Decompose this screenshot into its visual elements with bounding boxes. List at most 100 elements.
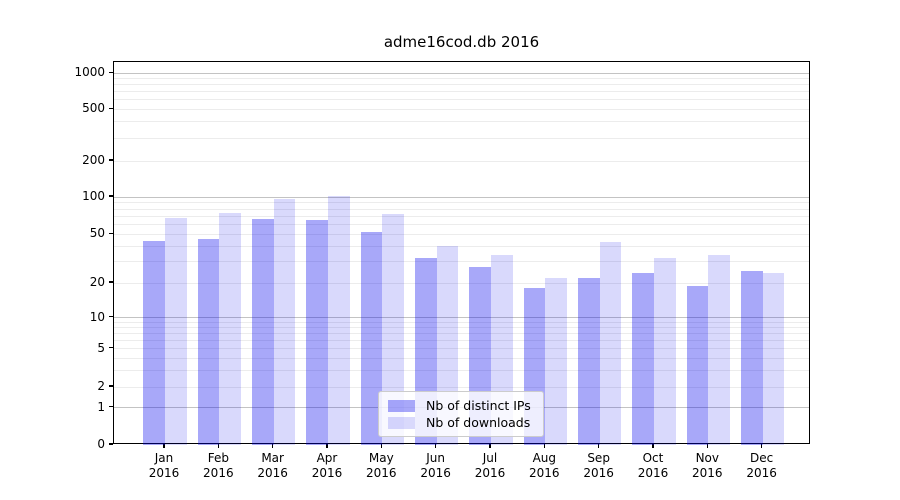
y-tick-mark bbox=[108, 71, 113, 73]
x-tick-label: Apr 2016 bbox=[299, 451, 355, 481]
gridline-minor bbox=[114, 91, 809, 93]
x-tick-year: 2016 bbox=[366, 466, 397, 480]
x-tick-label: May 2016 bbox=[353, 451, 409, 481]
bar-downloads bbox=[382, 213, 404, 445]
x-tick-mark bbox=[435, 444, 437, 448]
x-tick-label: Jan 2016 bbox=[136, 451, 192, 481]
x-tick-year: 2016 bbox=[420, 466, 451, 480]
chart-title: adme16cod.db 2016 bbox=[383, 33, 540, 51]
bar-downloads bbox=[165, 217, 187, 445]
y-tick-label: 0 bbox=[97, 437, 105, 451]
x-tick-year: 2016 bbox=[311, 466, 343, 480]
x-tick-mark bbox=[598, 444, 600, 448]
x-tick-label: Dec 2016 bbox=[734, 451, 790, 481]
gridline-minor bbox=[114, 348, 809, 350]
x-tick-label: Feb 2016 bbox=[190, 451, 246, 481]
x-tick-year: 2016 bbox=[746, 466, 777, 480]
x-tick-month: Jul bbox=[482, 451, 498, 465]
y-tick-label: 20 bbox=[89, 275, 105, 289]
legend-label-distinct-ips: Nb of distinct IPs bbox=[426, 398, 531, 413]
gridline-minor bbox=[114, 340, 809, 342]
y-tick-mark bbox=[108, 195, 113, 197]
y-tick-label: 5 bbox=[97, 340, 105, 355]
x-tick-mark bbox=[163, 444, 165, 448]
x-tick-year: 2016 bbox=[257, 466, 288, 480]
gridline-minor bbox=[114, 233, 809, 235]
gridline-minor bbox=[114, 137, 809, 139]
bar-downloads bbox=[708, 254, 730, 445]
y-tick-label: 200 bbox=[82, 153, 105, 167]
bar-distinct-ips bbox=[577, 277, 600, 445]
x-tick-year: 2016 bbox=[529, 466, 560, 480]
x-tick-month: Apr bbox=[316, 451, 338, 465]
legend-swatch-downloads bbox=[388, 416, 415, 429]
x-tick-mark bbox=[326, 444, 328, 448]
x-tick-mark bbox=[489, 444, 491, 448]
y-tick-label: 10 bbox=[89, 309, 105, 324]
gridline-minor bbox=[114, 121, 809, 123]
x-tick-label: Jul 2016 bbox=[462, 451, 518, 481]
x-tick-label: Oct 2016 bbox=[625, 451, 681, 481]
gridline-minor bbox=[114, 84, 809, 86]
y-tick-label: 50 bbox=[89, 226, 105, 241]
y-tick-mark bbox=[108, 347, 113, 349]
y-tick-label: 500 bbox=[82, 101, 105, 116]
bar-downloads bbox=[327, 195, 350, 445]
gridline-minor bbox=[114, 333, 809, 335]
y-tick-label: 1 bbox=[97, 399, 105, 414]
gridline-minor bbox=[114, 327, 809, 329]
x-tick-mark bbox=[272, 444, 274, 448]
gridline-minor bbox=[114, 321, 809, 323]
bar-downloads bbox=[762, 273, 785, 445]
gridline-minor bbox=[114, 108, 809, 110]
gridline-minor bbox=[114, 357, 809, 359]
bar-downloads bbox=[219, 213, 242, 445]
x-tick-mark bbox=[380, 444, 382, 448]
plot-area bbox=[113, 61, 810, 445]
y-tick-mark bbox=[108, 316, 113, 318]
bar-downloads bbox=[599, 242, 622, 445]
x-tick-mark bbox=[217, 444, 219, 448]
x-tick-mark bbox=[543, 444, 545, 448]
bar-distinct-ips bbox=[306, 220, 328, 445]
x-tick-label: Nov 2016 bbox=[679, 451, 735, 481]
y-tick-label: 2 bbox=[97, 379, 105, 393]
y-tick-mark bbox=[108, 232, 113, 234]
gridline-minor bbox=[114, 160, 809, 162]
x-tick-month: Dec bbox=[750, 451, 774, 465]
legend-entry-distinct-ips: Nb of distinct IPs bbox=[388, 398, 533, 413]
x-tick-month: Feb bbox=[207, 451, 229, 465]
gridline-minor bbox=[114, 282, 809, 284]
gridline-minor bbox=[114, 215, 809, 217]
gridline-minor bbox=[114, 369, 809, 371]
y-tick-mark bbox=[108, 406, 113, 408]
bar-downloads bbox=[545, 277, 567, 445]
bar-downloads bbox=[273, 199, 296, 445]
bar-distinct-ips bbox=[686, 285, 709, 445]
y-tick-mark bbox=[108, 281, 113, 283]
bar-downloads bbox=[653, 258, 676, 445]
x-tick-year: 2016 bbox=[583, 466, 614, 480]
x-tick-label: Jun 2016 bbox=[408, 451, 464, 481]
x-tick-month: Jun bbox=[426, 451, 446, 465]
legend-label-downloads: Nb of downloads bbox=[426, 415, 531, 430]
gridline-major bbox=[114, 317, 809, 319]
y-tick-mark bbox=[108, 159, 113, 161]
y-tick-label: 1000 bbox=[74, 65, 105, 80]
gridline-minor bbox=[114, 208, 809, 210]
x-tick-year: 2016 bbox=[203, 466, 234, 480]
x-tick-mark bbox=[652, 444, 654, 448]
gridline-minor bbox=[114, 245, 809, 247]
legend-entry-downloads: Nb of downloads bbox=[388, 415, 533, 430]
y-tick-mark bbox=[108, 443, 113, 445]
x-tick-mark bbox=[761, 444, 763, 448]
bar-distinct-ips bbox=[740, 271, 763, 445]
gridline-minor bbox=[114, 386, 809, 388]
x-tick-label: Aug 2016 bbox=[516, 451, 572, 481]
legend-swatch-distinct-ips bbox=[388, 399, 415, 412]
x-tick-month: Nov bbox=[695, 451, 719, 465]
x-tick-label: Mar 2016 bbox=[245, 451, 301, 481]
bar-distinct-ips bbox=[143, 241, 165, 445]
bar-distinct-ips bbox=[360, 232, 383, 445]
